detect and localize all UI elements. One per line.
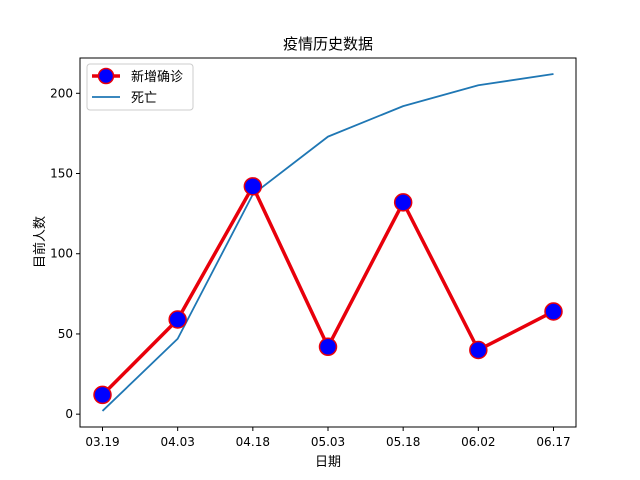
y-axis: 0 50 100 150 200 [50,86,80,421]
y-tick-label: 200 [50,86,73,100]
legend-marker-confirmed [97,67,115,85]
x-tick-label: 03.19 [85,435,119,449]
legend-label-confirmed: 新增确诊 [131,69,183,85]
legend-label-deaths: 死亡 [131,91,157,106]
data-point-0-4 [393,193,413,212]
data-point-0-3 [318,337,338,357]
y-tick-label: 100 [50,247,73,261]
data-point-0-1 [168,310,187,329]
x-tick-label: 06.02 [461,435,495,449]
y-axis-label: 目前人数 [32,216,48,268]
x-tick-label: 05.03 [311,435,345,449]
series-line-1 [101,73,554,412]
data-point-0-6 [544,302,563,321]
data-point-0-0 [93,385,112,405]
x-tick-label: 06.17 [536,435,570,449]
y-tick-label: 50 [58,327,73,341]
chart-title: 疫情历史数据 [283,35,373,53]
data-point-0-2 [243,177,263,196]
x-tick-label: 04.18 [236,435,270,449]
x-tick-label: 04.03 [160,435,194,449]
y-tick-label: 0 [65,407,73,421]
x-axis-label: 日期 [315,455,341,470]
x-tick-label: 05.18 [386,435,420,449]
data-point-0-5 [469,340,488,360]
plot-layer [93,73,563,412]
y-tick-label: 150 [50,167,73,181]
x-axis: 03.19 04.03 04.18 05.03 05.18 06.02 06.17 [85,427,571,449]
legend: 新增确诊 死亡 [86,63,194,111]
